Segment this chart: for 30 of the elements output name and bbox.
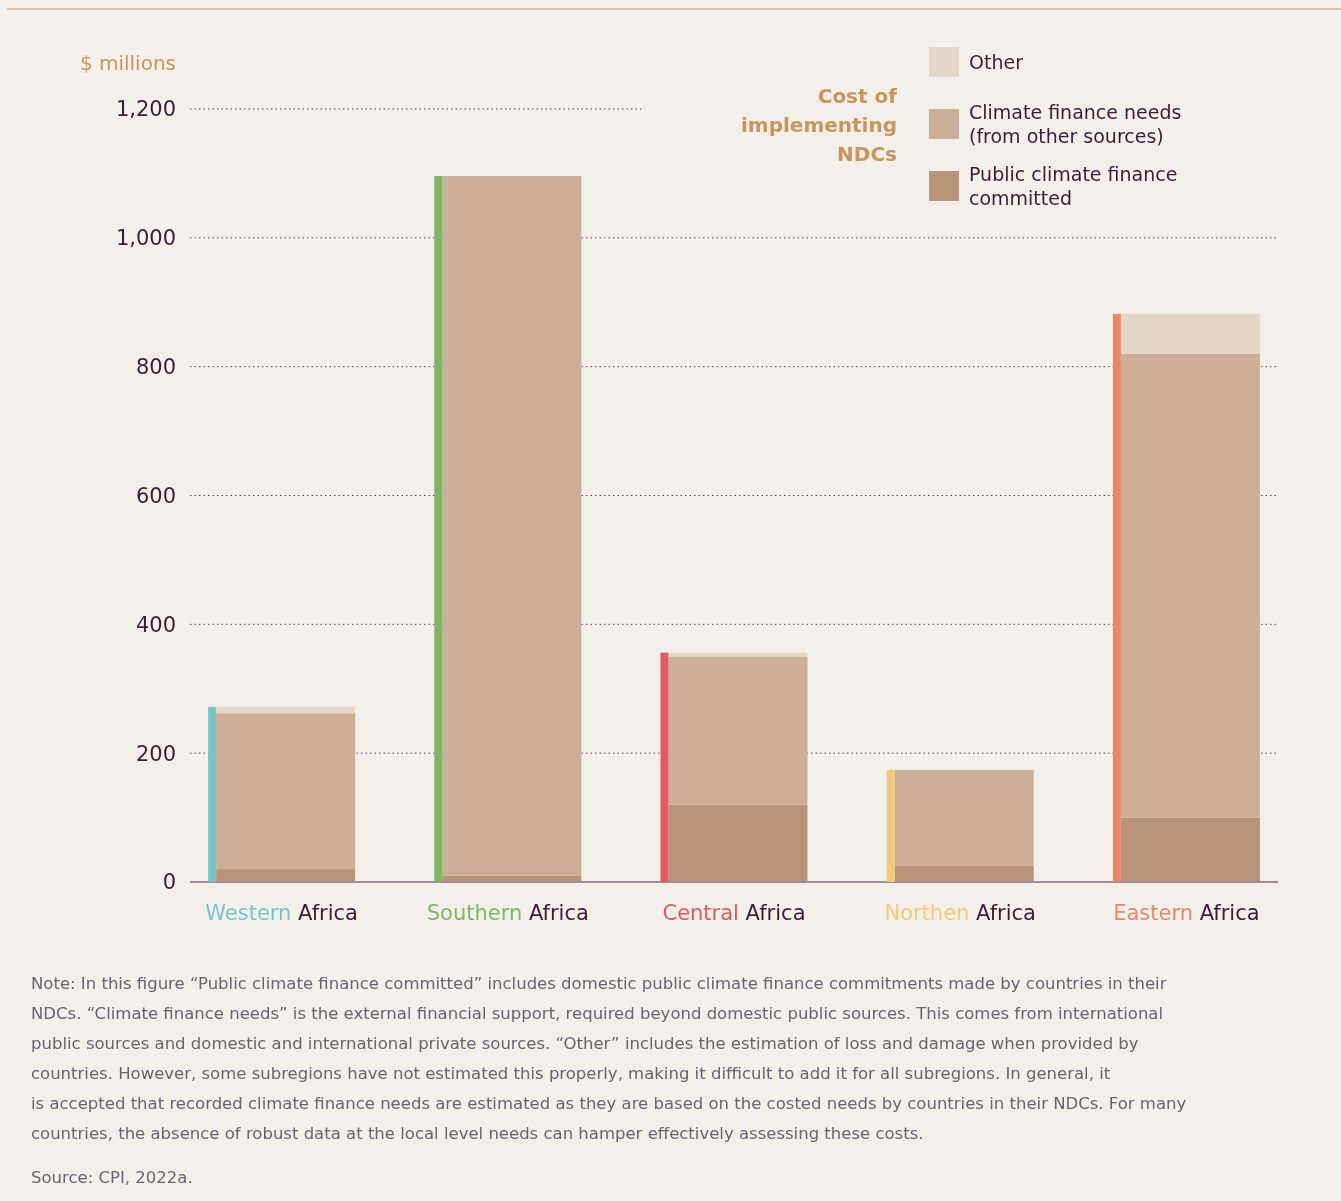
bar [886, 769, 895, 882]
bar [208, 706, 217, 882]
y-tick-label: 1,200 [115, 97, 176, 122]
source-note: Source: CPI, 2022a. [31, 1167, 193, 1187]
legend-label: Public climate finance committed [969, 162, 1178, 209]
bar [1120, 817, 1260, 882]
x-tick-label: Western Africa [205, 901, 358, 926]
x-tick-label: Central Africa [662, 901, 806, 926]
x-tick-label: Northen Africa [884, 901, 1036, 926]
text: Note: In this figure “Public climate finance committed” includes domestic public climate finance commitments made by countries in their NDCs. “Climate finance needs” is the external financial support, required beyond domestic public sources. This comes from international public sources and domestic and international private sources. “Other” includes the estimation of loss and damage when provided by countries. However, some subregions have not estimated this properly, making it difficult to add it for all subregions. In general, it is accepted that recorded climate finance needs are estimated as they are based on the costed needs by countries in their NDCs. For many countries, the absence of robust data at the local level needs can hamper effectively assessing these costs. [31, 973, 1187, 1143]
bar [434, 175, 443, 882]
y-tick-label: 1,000 [115, 226, 176, 251]
x-tick-label: Southern Africa [426, 901, 589, 926]
bar [216, 706, 356, 714]
legend-label: Climate finance needs (from other sources) [969, 100, 1182, 147]
bar [660, 652, 669, 882]
bar [894, 865, 1034, 882]
bar [1120, 313, 1260, 354]
bar [1112, 313, 1121, 882]
bar [668, 652, 808, 657]
y-axis-title: $ millions [79, 51, 176, 75]
y-tick-label: 400 [135, 612, 176, 637]
y-tick-label: 200 [135, 741, 176, 766]
y-tick-label: 800 [135, 355, 176, 380]
x-tick-label: Eastern Africa [1113, 901, 1260, 926]
legend-label: Other [969, 50, 1024, 73]
bar [216, 869, 356, 882]
legend-title: Cost of implementing NDCs [740, 84, 898, 166]
y-tick-label: 600 [135, 483, 176, 508]
y-tick-label: 0 [162, 870, 176, 895]
